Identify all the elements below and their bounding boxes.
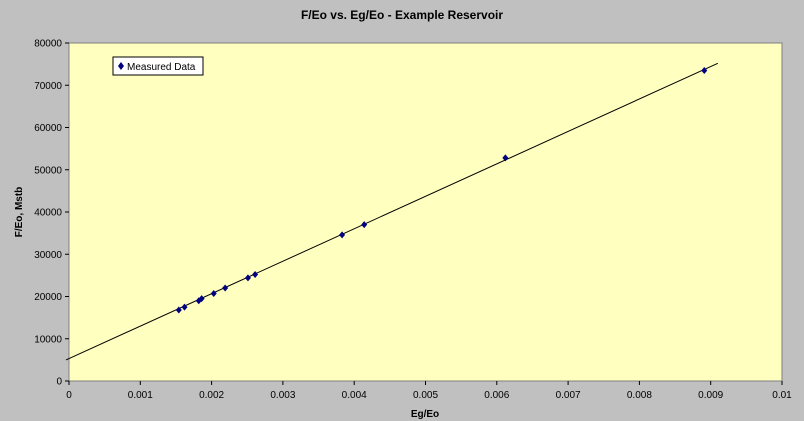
x-tick-label: 0 — [66, 390, 72, 401]
data-points — [175, 66, 708, 314]
data-point — [252, 271, 259, 279]
y-tick-label: 30000 — [34, 250, 62, 261]
x-tick-label: 0.001 — [128, 390, 153, 401]
data-point — [244, 274, 251, 282]
legend-box — [112, 56, 204, 76]
legend-label: Measured Data — [127, 62, 196, 73]
y-tick-label: 20000 — [34, 292, 62, 303]
x-tick-label: 0.008 — [627, 390, 652, 401]
y-tick-label: 50000 — [34, 165, 62, 176]
legend: Measured Data — [112, 56, 204, 76]
x-tick-label: 0.003 — [270, 390, 295, 401]
y-tick-label: 80000 — [34, 39, 62, 50]
data-point — [181, 303, 188, 311]
y-tick-label: 70000 — [34, 81, 62, 92]
x-tick-label: 0.009 — [698, 390, 723, 401]
y-tick-label: 0 — [56, 377, 62, 388]
data-point — [361, 221, 368, 229]
x-tick-label: 0.007 — [556, 390, 581, 401]
data-point — [339, 231, 346, 239]
x-tick-label: 0.01 — [772, 390, 792, 401]
data-point — [701, 66, 708, 74]
y-tick-label: 40000 — [34, 208, 62, 219]
data-point — [175, 306, 182, 314]
y-tick-label: 60000 — [34, 123, 62, 134]
x-tick-label: 0.002 — [199, 390, 224, 401]
trendline — [65, 62, 719, 361]
data-point — [502, 154, 509, 162]
legend-marker-diamond-icon — [118, 62, 124, 70]
x-axis-title: Eg/Eo — [411, 409, 439, 420]
x-tick-label: 0.006 — [484, 390, 509, 401]
x-tick-label: 0.004 — [342, 390, 367, 401]
x-axis: 0 0.001 0.002 0.003 0.004 0.005 0.006 0.007 0.00… — [66, 381, 792, 401]
data-point — [210, 290, 217, 298]
data-point — [198, 295, 205, 303]
y-tick-label: 10000 — [34, 334, 62, 345]
x-tick-label: 0.005 — [413, 390, 438, 401]
plot-area — [68, 42, 783, 382]
y-axis: 0 10000 20000 30000 40000 50000 60000 70000 8000… — [34, 39, 69, 388]
y-axis-title: F/Eo, Mstb — [14, 187, 25, 238]
data-point — [222, 284, 229, 292]
chart-title: F/Eo vs. Eg/Eo - Example Reservoir — [301, 8, 503, 22]
